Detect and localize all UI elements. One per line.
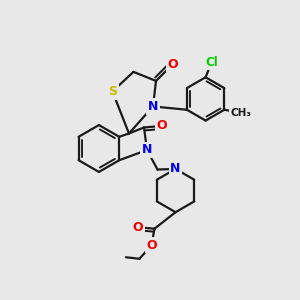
Text: S: S bbox=[108, 85, 117, 98]
Text: N: N bbox=[142, 143, 152, 157]
Text: N: N bbox=[170, 162, 181, 176]
Text: O: O bbox=[146, 239, 157, 252]
Text: O: O bbox=[133, 221, 143, 234]
Text: N: N bbox=[148, 100, 158, 113]
Text: Cl: Cl bbox=[205, 56, 218, 69]
Text: CH₃: CH₃ bbox=[230, 108, 251, 118]
Text: O: O bbox=[167, 58, 178, 71]
Text: O: O bbox=[157, 119, 167, 133]
